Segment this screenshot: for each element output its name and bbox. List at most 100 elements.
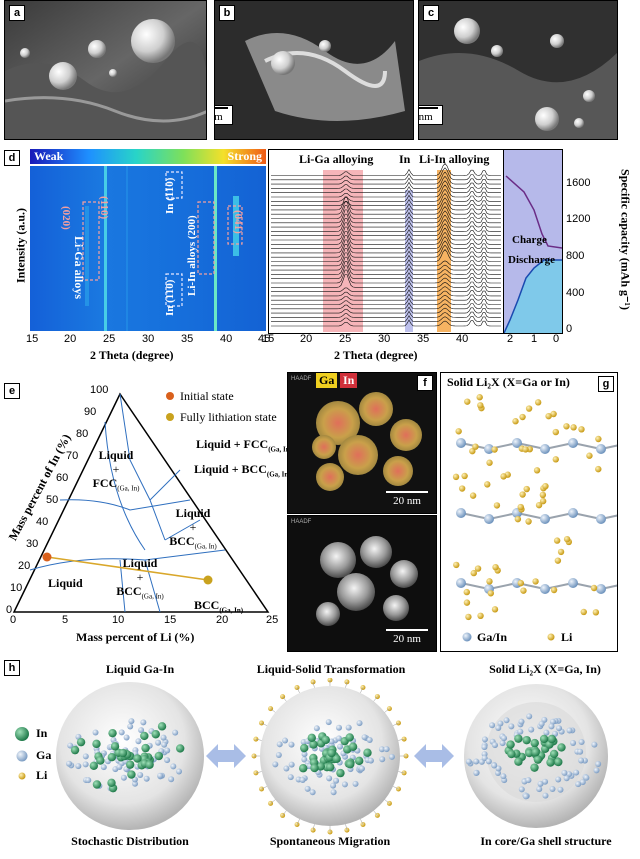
eds-particles [312, 392, 422, 491]
xrd-trace [271, 196, 501, 211]
ga-atom [583, 774, 590, 781]
e-lt-80: 80 [76, 428, 89, 440]
region-bcc-low: BCC [116, 584, 142, 598]
in-atom [140, 731, 149, 741]
scale-bar-b-label: 500 nm [214, 111, 223, 123]
ga-atom [326, 775, 333, 782]
li-atom [534, 399, 542, 406]
ga-atom [500, 773, 507, 780]
panel-letter-h: h [4, 660, 20, 676]
li-atom [525, 518, 532, 525]
li-atom [463, 588, 470, 596]
region-liq-bcc-right-sub: (Ga, In) [266, 470, 291, 479]
d-xticks-xrd: 15 20 25 30 35 40 [262, 333, 512, 347]
ga-atom [335, 735, 342, 742]
e-bt-10: 10 [112, 614, 125, 626]
ga-atom [325, 719, 332, 726]
d2-xtick-30: 30 [378, 333, 391, 345]
label-in: In [399, 152, 411, 166]
ga-atom [481, 755, 488, 762]
xrd-trace [271, 171, 501, 185]
li-atom [552, 428, 559, 436]
ga-atom [555, 776, 562, 783]
li-atom [512, 418, 519, 425]
d-xticks-heatmap: 15 20 25 30 35 40 45 [26, 333, 276, 347]
xrd-trace [271, 289, 501, 297]
ga-atom [157, 772, 164, 779]
e-bottom-label: Mass percent of Li (%) [76, 630, 195, 644]
eds-legend-ga: Ga [316, 373, 338, 388]
e-lt-30: 30 [26, 538, 39, 550]
in-atom [300, 743, 309, 753]
li-ray [255, 771, 262, 774]
region-liquid-low: Liquid [122, 556, 158, 570]
ga-atom [82, 753, 89, 760]
cap-xtick-2: 2 [507, 333, 514, 345]
xrd-trace [271, 200, 501, 215]
li-ray [296, 687, 300, 694]
li-atom [533, 467, 541, 474]
ga-atom [557, 786, 564, 793]
label-li-ga-alloys: Li-Ga alloys [72, 236, 86, 300]
ga-atom [575, 781, 582, 788]
li-atom [476, 394, 483, 401]
xrd-trace [271, 248, 501, 262]
ga-atom [336, 724, 343, 731]
ga-atom [366, 737, 373, 744]
panel-letter-b: b [219, 5, 235, 21]
ga-in-atom [568, 508, 578, 518]
in-atom [107, 778, 116, 788]
region-liquid-bcc-right: Liquid + BCC(Ga, In) [194, 462, 291, 478]
li-atom [580, 608, 587, 616]
ga-atom [528, 726, 535, 733]
in-atom [514, 757, 523, 766]
ga-atom [170, 763, 177, 770]
li-atom [570, 424, 577, 431]
ga-atom [489, 722, 496, 729]
li-ray [312, 824, 315, 831]
ga-atom [481, 744, 488, 751]
li-ray [384, 799, 390, 804]
ga-atom [570, 739, 577, 746]
ga-atom [542, 778, 549, 785]
haadf-tag: HAADF [291, 519, 312, 525]
li-atom [517, 579, 525, 587]
xrd-patterns: Li-Ga alloying In Li-In alloying [268, 149, 504, 334]
label-ga-110: (110) [98, 196, 110, 220]
ga-atom [578, 757, 585, 764]
xrd-trace [271, 239, 501, 254]
ga-atom [383, 746, 390, 753]
li-atom [553, 537, 561, 544]
in-atom [309, 740, 318, 749]
li-atom [487, 590, 494, 597]
in-atom [175, 744, 185, 753]
ga-atom [522, 793, 529, 800]
li-atom [563, 535, 571, 543]
ga-atom [127, 723, 134, 730]
panel-letter-c: c [423, 5, 439, 21]
li-ray [360, 818, 364, 825]
capacity-curves [503, 175, 563, 334]
ga-atom [499, 740, 506, 747]
in-atom [118, 748, 128, 758]
li-atom [519, 491, 526, 498]
ga-atom [352, 780, 359, 787]
h-title-3: Solid Li₂X (X=Ga, In) [489, 662, 601, 676]
li-atom [463, 599, 471, 606]
ternary-bottom-ticks: 0 5 10 15 20 25 [10, 614, 280, 628]
li-atom [550, 586, 558, 594]
ga-atom [283, 765, 290, 772]
xrd-trace [271, 293, 501, 301]
ga-atom [155, 739, 162, 746]
ga-atom [100, 764, 107, 771]
intensity-colorbar: Weak Strong [30, 149, 266, 164]
ga-in-atom [596, 584, 606, 594]
sem-texture-c [419, 1, 617, 139]
in-atom [70, 745, 80, 755]
ga-atom [481, 736, 488, 743]
ga-atom [301, 751, 308, 758]
in-atom [557, 743, 566, 752]
ga-atom [518, 718, 525, 725]
li-ray [270, 799, 276, 804]
li-atom [458, 485, 466, 492]
